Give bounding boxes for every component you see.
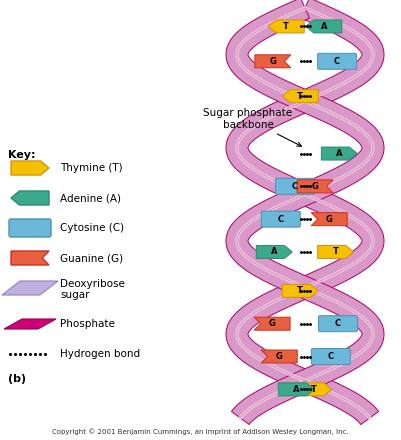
Text: Copyright © 2001 Benjamin Cummings, an imprint of Addison Wesley Longman, Inc.: Copyright © 2001 Benjamin Cummings, an i… [52,428,348,435]
FancyBboxPatch shape [9,219,51,237]
Text: Hydrogen bond: Hydrogen bond [60,349,140,359]
Text: Key:: Key: [8,150,36,160]
Polygon shape [311,213,347,226]
Text: C: C [328,352,334,361]
Text: Sugar phosphate
backbone: Sugar phosphate backbone [203,108,302,146]
Text: Deoxyribose: Deoxyribose [60,279,125,289]
Text: (b): (b) [8,374,26,384]
Text: C: C [292,182,298,191]
Text: A: A [293,385,300,394]
Text: A: A [320,22,327,31]
Polygon shape [226,0,384,425]
Polygon shape [306,20,342,33]
Text: T: T [311,385,317,394]
Text: C: C [278,215,284,224]
FancyBboxPatch shape [311,348,350,364]
Text: G: G [326,215,333,224]
Text: G: G [312,182,318,191]
Polygon shape [278,383,314,396]
Polygon shape [11,251,49,265]
FancyBboxPatch shape [261,211,300,227]
Text: T: T [283,22,289,31]
FancyBboxPatch shape [318,53,356,70]
Polygon shape [268,20,304,33]
Polygon shape [255,55,291,68]
Text: Guanine (G): Guanine (G) [60,253,123,263]
Polygon shape [297,180,333,193]
FancyBboxPatch shape [275,178,314,194]
Text: Adenine (A): Adenine (A) [60,193,121,203]
Text: G: G [269,319,275,328]
Text: T: T [297,286,303,295]
Polygon shape [256,246,292,258]
Text: Phosphate: Phosphate [60,319,115,329]
Polygon shape [261,350,297,363]
Text: Thymine (T): Thymine (T) [60,163,123,173]
Text: A: A [336,149,342,158]
Polygon shape [282,284,318,297]
Text: sugar: sugar [60,290,89,300]
Polygon shape [282,90,318,103]
Polygon shape [2,281,58,295]
Text: T: T [333,247,338,257]
Polygon shape [296,383,332,396]
Polygon shape [321,147,357,160]
Text: G: G [276,352,283,361]
Text: C: C [335,319,341,328]
Text: Cytosine (C): Cytosine (C) [60,223,124,233]
Polygon shape [226,0,384,425]
Polygon shape [11,191,49,205]
Text: T: T [297,92,303,101]
Text: G: G [269,57,276,66]
Polygon shape [11,161,49,175]
Polygon shape [4,319,56,329]
Polygon shape [254,317,290,330]
Text: A: A [271,247,277,257]
Polygon shape [318,246,354,258]
FancyBboxPatch shape [318,316,357,332]
Text: C: C [334,57,340,66]
